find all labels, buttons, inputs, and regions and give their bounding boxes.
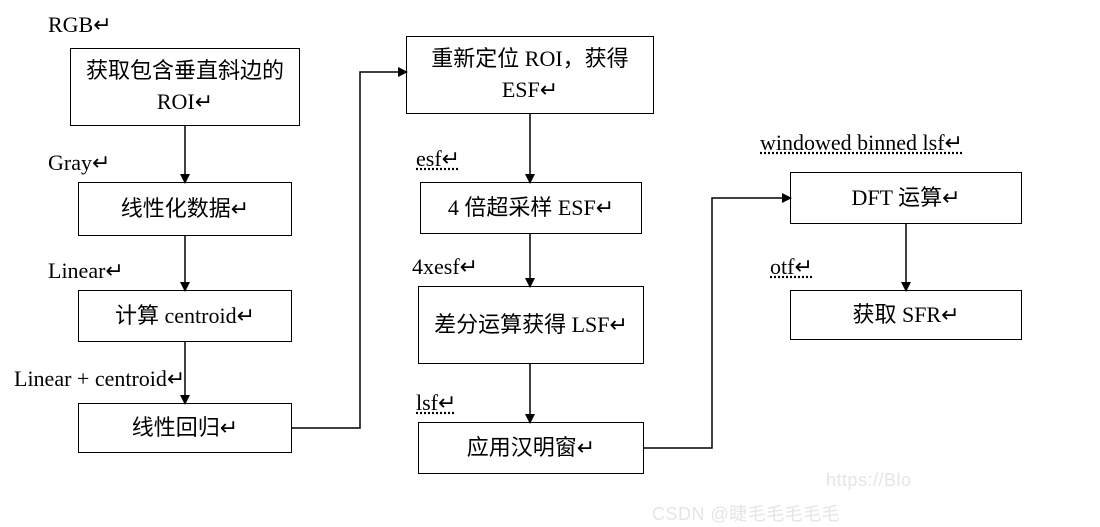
node-linearize: 线性化数据↵ bbox=[78, 182, 292, 236]
label-4xesf: 4xesf↵ bbox=[412, 254, 478, 280]
label-linear: Linear↵ bbox=[48, 258, 124, 284]
label-rgb: RGB↵ bbox=[48, 12, 112, 38]
edge-hamming-dft bbox=[644, 198, 790, 448]
watermark-csdn: CSDN @睫毛毛毛毛毛 bbox=[652, 500, 840, 526]
watermark-url: https://Blo bbox=[826, 470, 912, 491]
node-esf: 重新定位 ROI，获得 ESF↵ bbox=[406, 36, 654, 114]
node-lsf: 差分运算获得 LSF↵ bbox=[418, 286, 644, 364]
edge-linreg-esf bbox=[292, 72, 406, 428]
label-lsf: lsf↵ bbox=[416, 390, 456, 416]
node-linear-regression: 线性回归↵ bbox=[78, 403, 292, 453]
node-4x-esf: 4 倍超采样 ESF↵ bbox=[420, 182, 642, 234]
node-hamming: 应用汉明窗↵ bbox=[418, 422, 644, 474]
label-esf: esf↵ bbox=[416, 146, 460, 172]
label-linear-centroid: Linear + centroid↵ bbox=[14, 366, 185, 392]
label-otf: otf↵ bbox=[770, 254, 813, 280]
node-dft: DFT 运算↵ bbox=[790, 172, 1022, 224]
label-gray: Gray↵ bbox=[48, 150, 110, 176]
node-sfr: 获取 SFR↵ bbox=[790, 290, 1022, 340]
node-centroid: 计算 centroid↵ bbox=[78, 290, 292, 342]
label-windowed-binned-lsf: windowed binned lsf↵ bbox=[760, 130, 963, 156]
node-roi: 获取包含垂直斜边的 ROI↵ bbox=[70, 48, 300, 126]
